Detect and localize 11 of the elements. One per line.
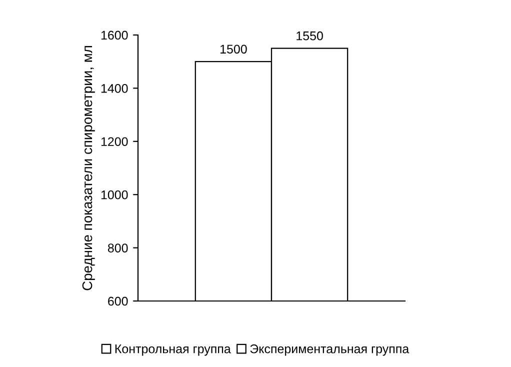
y-axis-title: Средние показатели спирометрии, мл — [82, 46, 95, 290]
legend-label: Контрольная группа — [115, 344, 231, 356]
y-tick-label: 800 — [108, 244, 128, 252]
y-tick-label: 1600 — [101, 30, 128, 40]
legend-label: Экспериментальная группа — [250, 344, 410, 356]
y-tick-label: 1400 — [101, 84, 128, 93]
y-tick-label: 600 — [108, 296, 128, 306]
data-label: 1550 — [296, 31, 323, 40]
y-tick-label: 1200 — [101, 137, 128, 146]
y-tick-label: 1000 — [101, 190, 128, 200]
data-label: 1500 — [220, 44, 247, 54]
